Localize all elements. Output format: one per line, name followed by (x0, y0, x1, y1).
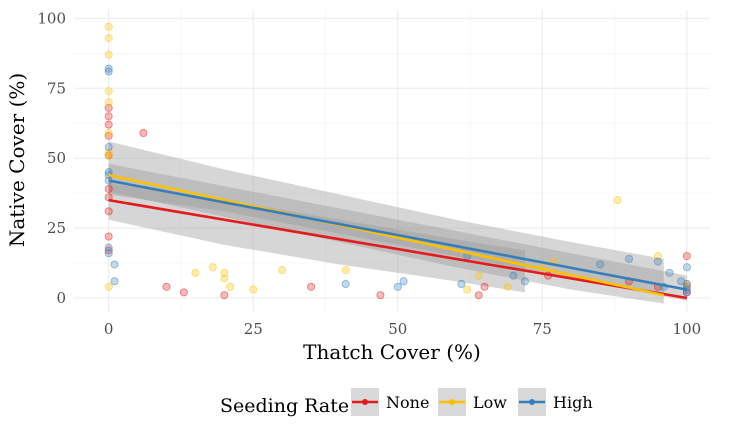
point-low (104, 87, 113, 96)
y-axis-ticks: 0 25 50 75 100 (37, 9, 66, 307)
confidence-band-low (108, 141, 664, 304)
legend-label-none: None (386, 393, 429, 412)
point-high (104, 67, 113, 76)
x-tick-label: 50 (388, 320, 407, 338)
point-high (399, 277, 408, 286)
point-low (341, 266, 350, 275)
point-high (110, 277, 119, 286)
legend-key-point (362, 399, 368, 405)
point-low (613, 196, 622, 205)
x-tick-label: 75 (533, 320, 552, 338)
point-high (596, 260, 605, 269)
point-none (179, 288, 188, 297)
x-axis-title: Thatch Cover (%) (303, 340, 481, 364)
x-axis-ticks: 0 25 50 75 100 (104, 320, 701, 338)
point-none (104, 112, 113, 121)
point-none (682, 252, 691, 261)
y-tick-label: 0 (56, 289, 66, 307)
legend-label-high: High (553, 393, 593, 412)
point-none (104, 246, 113, 255)
fit-line-low (108, 173, 665, 297)
y-tick-label: 25 (47, 219, 66, 237)
x-tick-label: 100 (673, 320, 702, 338)
point-low (208, 263, 217, 272)
point-none (474, 291, 483, 300)
point-high (653, 257, 662, 266)
data-points (104, 22, 691, 300)
point-low (104, 129, 113, 138)
point-high (341, 280, 350, 289)
point-high (625, 254, 634, 263)
point-none (376, 291, 385, 300)
point-none (104, 184, 113, 193)
legend-key-point (529, 399, 535, 405)
point-high (104, 64, 113, 73)
point-none (104, 207, 113, 216)
fit-lines (108, 173, 688, 300)
legend-title: Seeding Rate (220, 395, 349, 417)
point-none (104, 120, 113, 129)
point-low (249, 285, 258, 294)
point-low (191, 268, 200, 277)
point-high (665, 268, 674, 277)
legend-key-point (449, 399, 455, 405)
point-high (104, 243, 113, 252)
point-low (220, 274, 229, 283)
legend-label-low: Low (473, 393, 507, 412)
y-tick-label: 100 (37, 9, 66, 27)
legend: Seeding Rate None Low High (220, 388, 593, 417)
point-high (110, 260, 119, 269)
point-low (278, 266, 287, 275)
point-low (220, 268, 229, 277)
point-none (104, 131, 113, 140)
point-low (104, 33, 113, 42)
point-low (104, 22, 113, 31)
confidence-bands (108, 141, 687, 304)
point-none (139, 129, 148, 138)
point-high (457, 280, 466, 289)
point-none (104, 103, 113, 112)
point-high (520, 277, 529, 286)
point-low (104, 282, 113, 291)
point-low (503, 282, 512, 291)
x-tick-label: 25 (244, 320, 263, 338)
point-low (104, 50, 113, 59)
point-high (509, 271, 518, 280)
point-low (226, 282, 235, 291)
point-none (480, 282, 489, 291)
fit-line-none (108, 198, 688, 300)
point-low (104, 148, 113, 157)
point-high (104, 143, 113, 152)
y-axis-title: Native Cover (%) (5, 73, 29, 247)
point-high (393, 282, 402, 291)
point-low (474, 271, 483, 280)
point-high (682, 280, 691, 289)
x-tick-label: 0 (104, 320, 114, 338)
point-low (653, 252, 662, 261)
grid-lines (74, 10, 710, 312)
point-high (104, 249, 113, 258)
point-low (463, 285, 472, 294)
confidence-band-high (108, 163, 687, 301)
point-none (307, 282, 316, 291)
point-none (220, 291, 229, 300)
y-tick-label: 75 (47, 79, 66, 97)
point-none (162, 282, 171, 291)
point-high (682, 263, 691, 272)
y-tick-label: 50 (47, 149, 66, 167)
point-low (104, 151, 113, 160)
point-low (104, 98, 113, 107)
fit-line-high (108, 179, 688, 291)
point-none (104, 232, 113, 241)
confidence-band-none (108, 183, 525, 293)
